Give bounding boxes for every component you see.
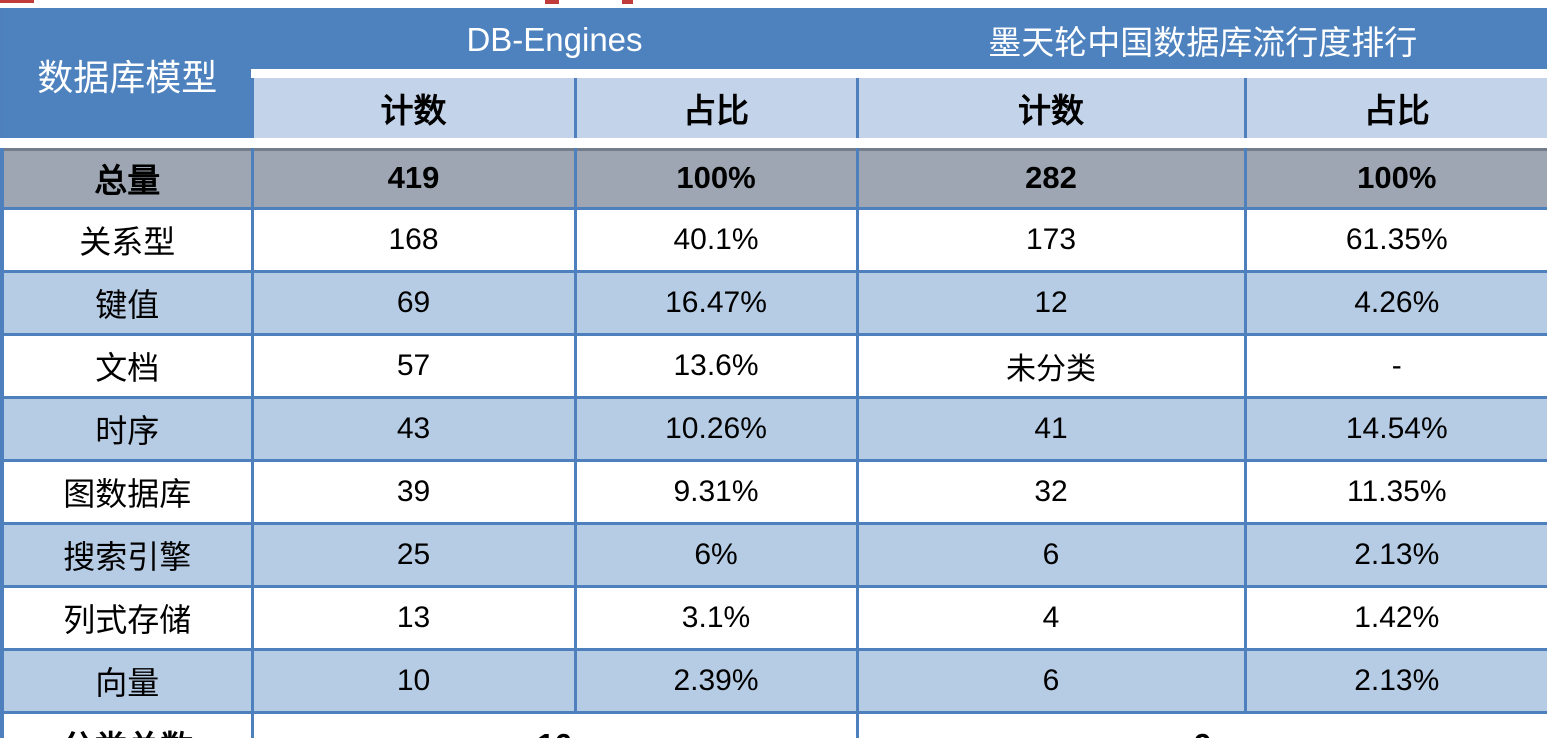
mo-count-cell: 173 [855, 207, 1247, 273]
total-de-share-cell: 100% [573, 138, 859, 210]
total-mo-count-cell: 282 [855, 138, 1247, 210]
mo-share-cell: 2.13% [1243, 522, 1547, 588]
mo-count-cell: 6 [855, 648, 1247, 714]
row-label-cell: 列式存储 [0, 585, 254, 651]
header-cell-db-engines: DB-Engines [250, 8, 859, 75]
de-count-cell: 57 [250, 333, 577, 399]
table-row: 键值 69 16.47% 12 4.26% [0, 270, 1547, 336]
category-total-de-cell: 16 [250, 711, 859, 738]
mo-count-cell: 4 [855, 585, 1247, 651]
de-count-cell: 10 [250, 648, 577, 714]
table-row: 向量 10 2.39% 6 2.13% [0, 648, 1547, 714]
table-row: 搜索引擎 25 6% 6 2.13% [0, 522, 1547, 588]
row-label-cell: 搜索引擎 [0, 522, 254, 588]
mo-share-cell: 61.35% [1243, 207, 1547, 273]
mo-share-cell: 11.35% [1243, 459, 1547, 525]
row-label-cell: 文档 [0, 333, 254, 399]
mo-share-cell: 4.26% [1243, 270, 1547, 336]
table-row: 图数据库 39 9.31% 32 11.35% [0, 459, 1547, 525]
mo-share-cell: 2.13% [1243, 648, 1547, 714]
database-model-comparison-table: 数据库模型 DB-Engines 墨天轮中国数据库流行度排行 计数 占比 计数 … [0, 8, 1547, 738]
de-share-cell: 3.1% [573, 585, 859, 651]
total-row-label: 总量 [0, 138, 254, 210]
category-total-mo-cell: 9 [855, 711, 1547, 738]
row-label-cell: 时序 [0, 396, 254, 462]
total-mo-share-cell: 100% [1243, 138, 1547, 210]
de-count-cell: 39 [250, 459, 577, 525]
de-share-cell: 2.39% [573, 648, 859, 714]
table-row: 关系型 168 40.1% 173 61.35% [0, 207, 1547, 273]
subheader-cell-mo-count: 计数 [855, 69, 1247, 145]
table-row: 文档 57 13.6% 未分类 - [0, 333, 1547, 399]
de-share-cell: 9.31% [573, 459, 859, 525]
de-count-cell: 168 [250, 207, 577, 273]
mo-share-cell: 1.42% [1243, 585, 1547, 651]
row-label-cell: 关系型 [0, 207, 254, 273]
crop-artifact-red-mark [622, 0, 633, 4]
de-share-cell: 13.6% [573, 333, 859, 399]
subheader-cell-mo-share: 占比 [1243, 69, 1547, 145]
table-row: 列式存储 13 3.1% 4 1.42% [0, 585, 1547, 651]
total-de-count-cell: 419 [250, 138, 577, 210]
de-count-cell: 69 [250, 270, 577, 336]
mo-count-cell: 6 [855, 522, 1247, 588]
category-total-row: 分类总数 16 9 [0, 711, 1547, 738]
crop-artifact-red-mark [545, 0, 559, 4]
row-label-cell: 向量 [0, 648, 254, 714]
total-row: 总量 419 100% 282 100% [0, 138, 1547, 210]
de-count-cell: 43 [250, 396, 577, 462]
de-share-cell: 6% [573, 522, 859, 588]
mo-count-cell: 32 [855, 459, 1247, 525]
de-share-cell: 10.26% [573, 396, 859, 462]
mo-count-cell: 未分类 [855, 333, 1247, 399]
de-count-cell: 25 [250, 522, 577, 588]
mo-count-cell: 41 [855, 396, 1247, 462]
row-label-cell: 图数据库 [0, 459, 254, 525]
mo-share-cell: 14.54% [1243, 396, 1547, 462]
header-cell-model: 数据库模型 [0, 8, 254, 145]
crop-artifact-red-line [0, 0, 34, 3]
row-label-cell: 键值 [0, 270, 254, 336]
header-row-groups: 数据库模型 DB-Engines 墨天轮中国数据库流行度排行 [0, 8, 1547, 145]
de-count-cell: 13 [250, 585, 577, 651]
de-share-cell: 16.47% [573, 270, 859, 336]
table-row: 时序 43 10.26% 41 14.54% [0, 396, 1547, 462]
mo-share-cell: - [1243, 333, 1547, 399]
header-cell-modb-ranking: 墨天轮中国数据库流行度排行 [855, 8, 1547, 75]
header-row-subcolumns: 计数 占比 计数 占比 [2, 69, 1547, 145]
mo-count-cell: 12 [855, 270, 1247, 336]
category-total-label: 分类总数 [0, 711, 254, 738]
de-share-cell: 40.1% [573, 207, 859, 273]
subheader-cell-de-count: 计数 [250, 69, 577, 145]
subheader-cell-de-share: 占比 [573, 69, 859, 145]
